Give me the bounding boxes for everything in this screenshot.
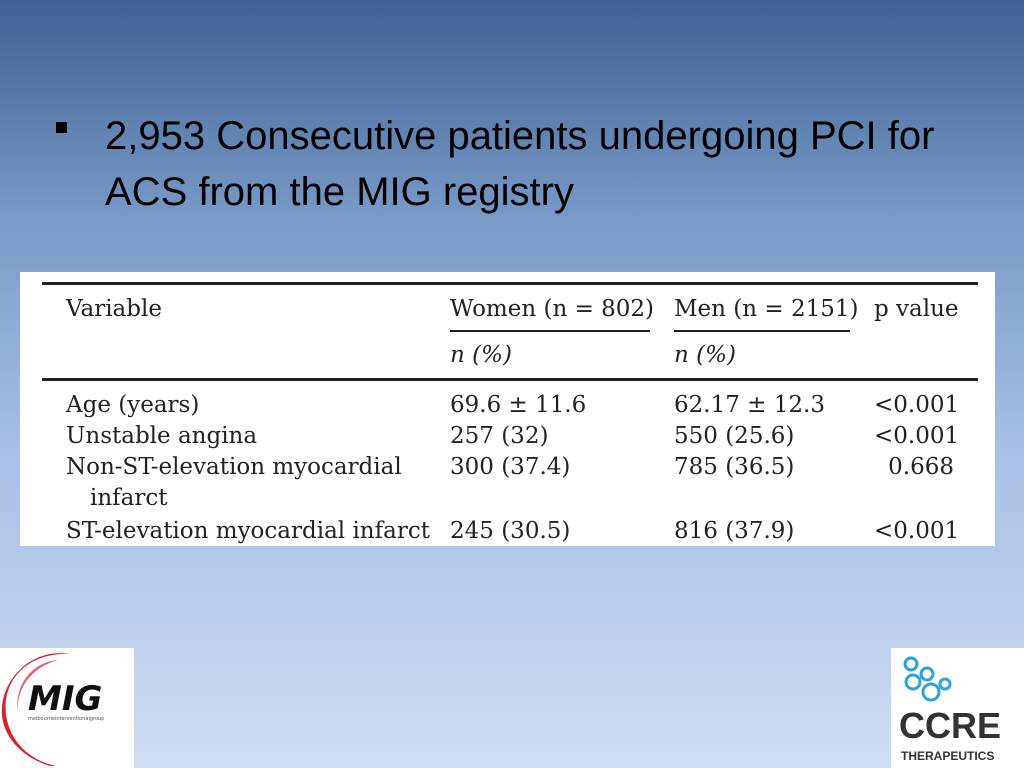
table-row-men: 62.17 ± 12.3 [674,392,825,418]
women-subheader-rule [450,330,650,332]
header-variable: Variable [66,296,162,322]
header-men: Men (n = 2151) [674,296,859,322]
table-row-men: 816 (37.9) [674,518,795,544]
mig-logo-text: MIG [28,679,102,719]
table-panel: Variable Women (n = 802) Men (n = 2151) … [20,272,995,546]
table-row-women: 300 (37.4) [450,454,571,480]
table-row-p: 0.668 [888,454,954,480]
table-top-rule [42,282,978,285]
ccre-logo-text: CCRE [899,705,1001,746]
bullet-text: 2,953 Consecutive patients undergoing PC… [105,114,935,214]
mig-logo-tagline: melbourneinterventionalgroup [28,716,104,722]
ccre-logo: CCRE THERAPEUTICS [891,648,1024,768]
header-women: Women (n = 802) [450,296,655,322]
header-p-value: p value [874,296,959,322]
ccre-logo-subtext: THERAPEUTICS [901,749,994,763]
table-row-men: 785 (36.5) [674,454,795,480]
table-row-men: 550 (25.6) [674,423,795,449]
table-row-p: <0.001 [874,518,960,544]
men-subheader-rule [674,330,850,332]
table-header-rule [42,378,978,381]
table-row-p: <0.001 [874,423,960,449]
table-row-women: 257 (32) [450,423,549,449]
subheader-men: n (%) [674,342,736,368]
table-row-variable: Non-ST-elevation myocardial [66,454,402,480]
bullet-square-icon [56,122,67,133]
mig-logo: MIG melbourneinterventionalgroup [0,648,134,768]
table-row-variable: Age (years) [66,392,200,418]
table-row-variable: Unstable angina [66,423,258,449]
table-row-p: <0.001 [874,392,960,418]
table-row-variable-continued: infarct [90,485,168,511]
table-row-women: 245 (30.5) [450,518,571,544]
mig-logo-swoosh-icon: MIG melbourneinterventionalgroup [1,653,104,766]
ccre-molecule-icon: CCRE THERAPEUTICS [899,656,1001,763]
subheader-women: n (%) [450,342,512,368]
table-row-variable: ST-elevation myocardial infarct [66,518,430,544]
table-row-women: 69.6 ± 11.6 [450,392,587,418]
